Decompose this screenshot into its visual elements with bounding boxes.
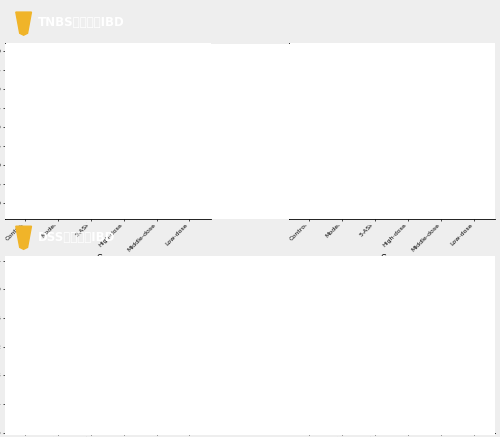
Bar (178, 386, 201, 437)
Text: **: ** (371, 355, 378, 364)
Bar (178, 184, 201, 318)
Bar (430, 378, 452, 437)
Bar (396, 399, 419, 437)
Text: TNBS诱导大鼠IBD: TNBS诱导大鼠IBD (38, 16, 125, 29)
Bar (298, 336, 320, 437)
Text: **: ** (305, 63, 313, 73)
Text: **: ** (437, 353, 444, 362)
Text: **: ** (87, 122, 94, 131)
Bar (364, 380, 386, 437)
Bar (430, 161, 452, 437)
Bar (14, 314, 36, 437)
Bar (46, 408, 69, 437)
Text: **: ** (120, 160, 128, 169)
Bar (462, 399, 485, 437)
Bar (146, 375, 168, 437)
Bar (330, 194, 353, 437)
Text: **: ** (21, 295, 28, 304)
Text: *: * (188, 160, 192, 169)
Polygon shape (16, 226, 32, 250)
Text: ***: *** (19, 83, 30, 93)
Text: **: ** (152, 118, 160, 127)
X-axis label: Group: Group (96, 254, 120, 263)
Bar (112, 184, 135, 318)
Bar (14, 108, 36, 318)
Y-axis label: Colon Length (mm): Colon Length (mm) (268, 311, 275, 378)
Bar (112, 374, 135, 437)
Bar (396, 160, 419, 437)
Text: *: * (472, 379, 476, 388)
Bar (462, 170, 485, 437)
Y-axis label: Colon Weight (g): Colon Weight (g) (262, 101, 269, 160)
Polygon shape (16, 12, 32, 35)
Text: **: ** (404, 379, 411, 388)
X-axis label: Group: Group (380, 254, 404, 263)
Text: ***: *** (303, 319, 314, 328)
Bar (80, 334, 102, 437)
Bar (46, 199, 69, 318)
Bar (298, 104, 320, 437)
Bar (330, 417, 353, 437)
Bar (364, 130, 386, 437)
Text: DSS诱导小鼠IBD: DSS诱导小鼠IBD (38, 230, 116, 243)
Bar (146, 154, 168, 318)
Bar (80, 154, 102, 318)
